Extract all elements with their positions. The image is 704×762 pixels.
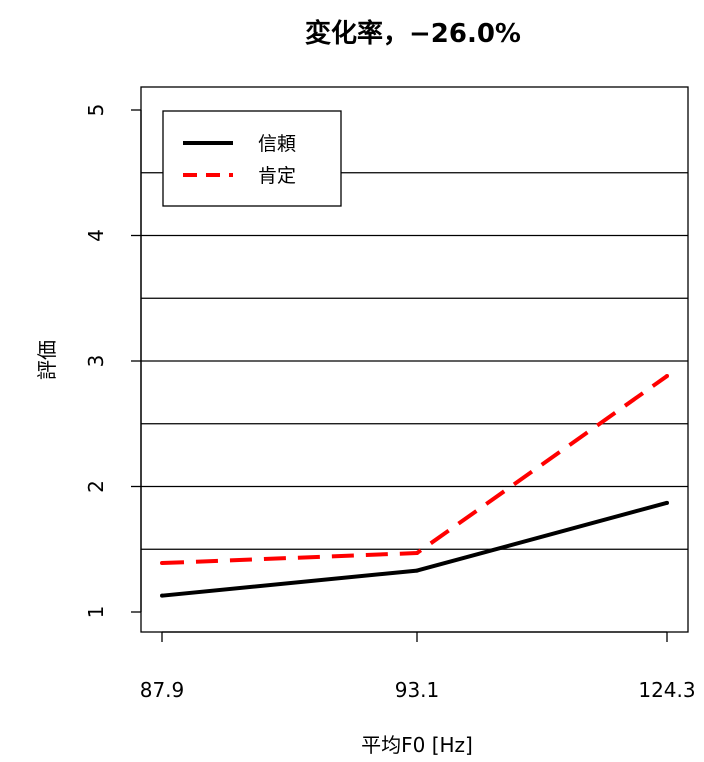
data-point [160, 561, 164, 566]
x-tick-label: 124.3 [638, 678, 695, 702]
data-point [665, 500, 669, 505]
y-axis: 1 2 3 4 5 [84, 104, 142, 619]
x-axis-label: 平均F0 [Hz] [361, 733, 473, 757]
x-tick-label: 93.1 [395, 678, 440, 702]
y-tick-label: 2 [84, 480, 108, 493]
y-tick-label: 3 [84, 355, 108, 368]
legend: 信頼 肯定 [162, 110, 342, 207]
data-point [415, 551, 419, 556]
y-axis-label: 評価 [35, 340, 59, 380]
y-tick-label: 4 [84, 229, 108, 242]
data-point [415, 568, 419, 573]
series-line-2 [161, 374, 669, 566]
chart-title: 変化率，−26.0% [305, 18, 521, 49]
data-point [665, 374, 669, 379]
gridlines [141, 172, 688, 550]
data-point [160, 593, 164, 598]
y-tick-label: 5 [84, 104, 108, 117]
x-tick-label: 87.9 [140, 678, 185, 702]
legend-label-series-1: 信頼 [258, 133, 296, 155]
x-axis: 87.9 93.1 124.3 [140, 631, 696, 702]
legend-label-series-2: 肯定 [258, 165, 296, 187]
legend-box [162, 110, 342, 207]
series-layer [160, 374, 669, 598]
y-tick-label: 1 [84, 606, 108, 619]
